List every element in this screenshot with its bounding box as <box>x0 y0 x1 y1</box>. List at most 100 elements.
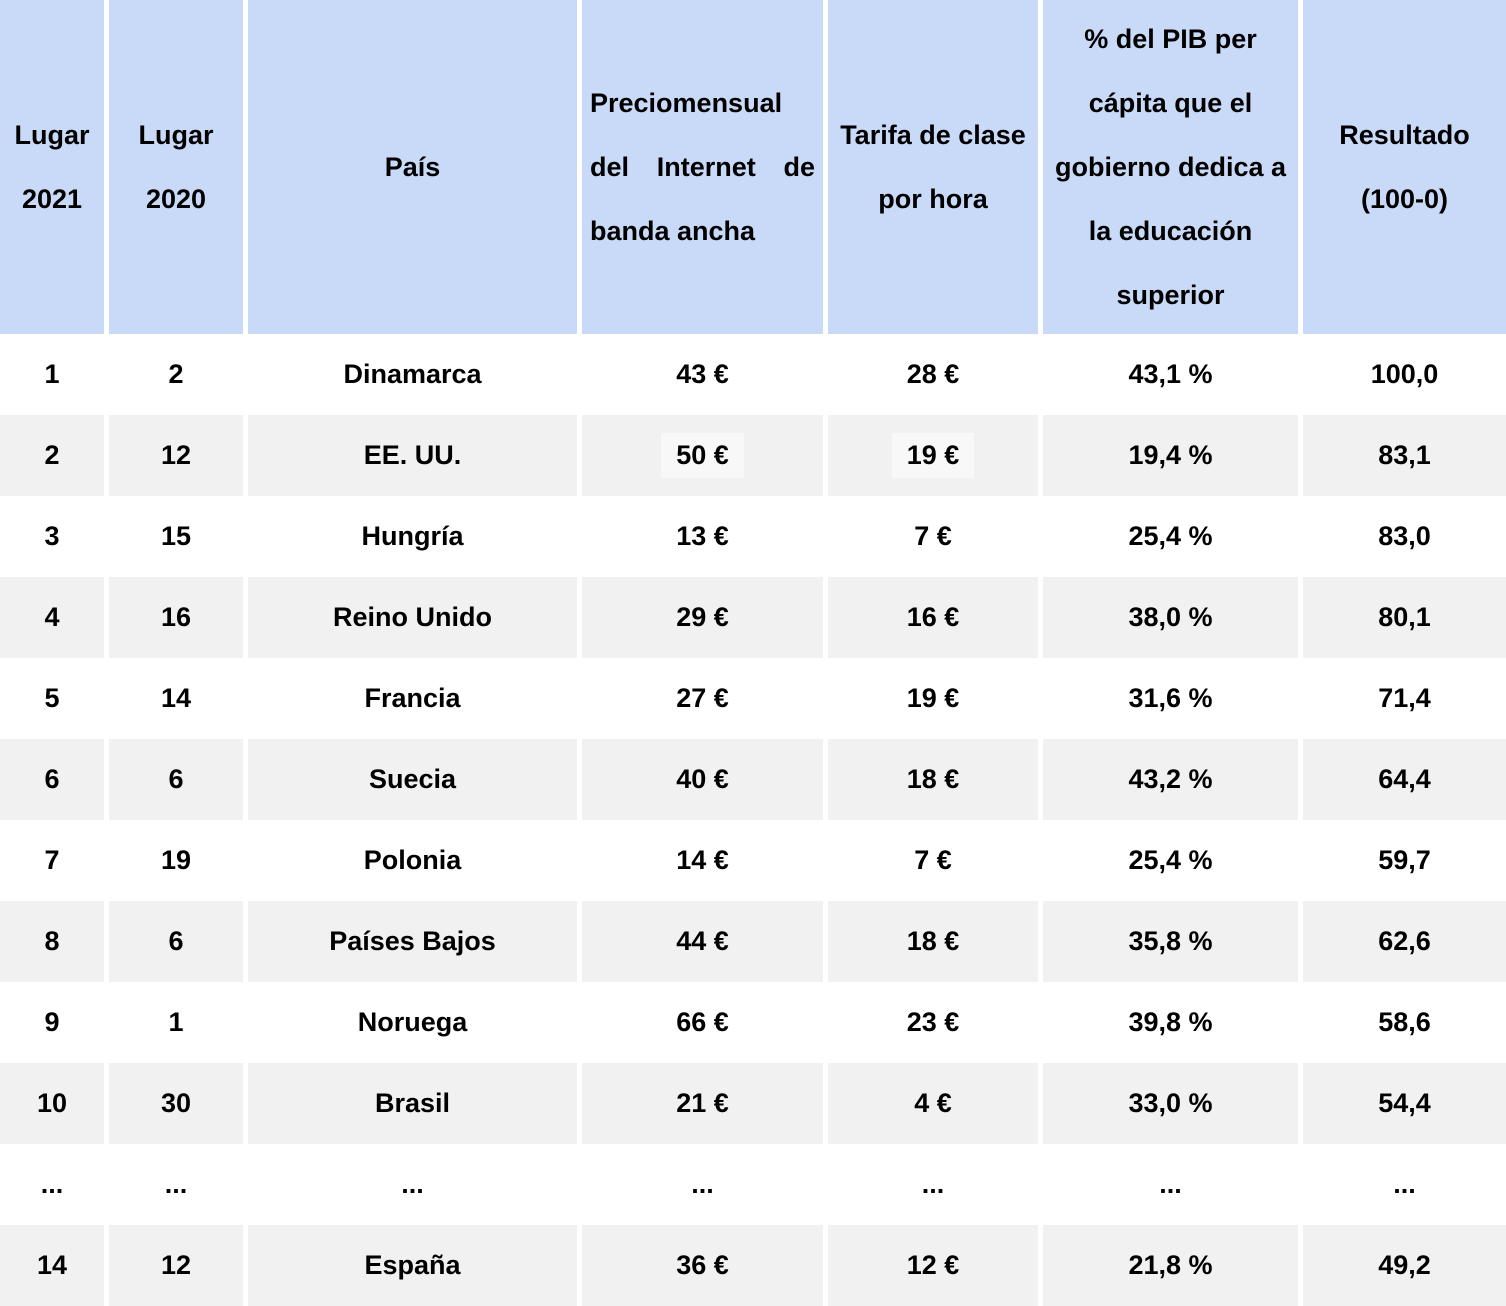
table-cell: 19,4 % <box>1043 415 1298 496</box>
table-cell: 14 <box>109 658 243 739</box>
column-header-precio-mensual: Preciomensual del Internet de banda anch… <box>582 0 823 334</box>
table-cell: 8 <box>0 901 104 982</box>
table-cell: 1 <box>0 334 104 415</box>
column-header-label: País <box>384 152 441 182</box>
table-cell: 7 <box>0 820 104 901</box>
table-cell: 31,6 % <box>1043 658 1298 739</box>
table-cell: 7 € <box>828 496 1038 577</box>
table-cell: 3 <box>0 496 104 577</box>
table-cell: Países Bajos <box>248 901 577 982</box>
table-cell: 5 <box>0 658 104 739</box>
table-cell-ellipsis: ... <box>109 1144 243 1225</box>
table-cell: 54,4 <box>1303 1063 1506 1144</box>
table-cell: 6 <box>0 739 104 820</box>
column-header-label-line: banda ancha <box>590 216 756 246</box>
table-cell: 6 <box>109 901 243 982</box>
table-cell: 71,4 <box>1303 658 1506 739</box>
table-cell: 19 € <box>828 658 1038 739</box>
table-cell: 80,1 <box>1303 577 1506 658</box>
table-cell: 30 <box>109 1063 243 1144</box>
table-cell: 100,0 <box>1303 334 1506 415</box>
table-cell: 40 € <box>582 739 823 820</box>
table-cell: 21,8 % <box>1043 1225 1298 1306</box>
table-cell: 43 € <box>582 334 823 415</box>
table-cell: 21 € <box>582 1063 823 1144</box>
column-header-label: % del PIB per cápita que el gobierno ded… <box>1054 24 1287 310</box>
table-cell-ellipsis: ... <box>1303 1144 1506 1225</box>
column-header-tarifa-clase: Tarifa de clase por hora <box>828 0 1038 334</box>
column-header-lugar-2020: Lugar 2020 <box>109 0 243 334</box>
table-cell: 50 € <box>582 415 823 496</box>
table-cell: 49,2 <box>1303 1225 1506 1306</box>
table-cell: Noruega <box>248 982 577 1063</box>
table-cell: 44 € <box>582 901 823 982</box>
table-cell-ellipsis: ... <box>828 1144 1038 1225</box>
table-cell: España <box>248 1225 577 1306</box>
table-cell: 9 <box>0 982 104 1063</box>
column-header-label: Lugar 2021 <box>14 120 90 214</box>
table-cell: 18 € <box>828 739 1038 820</box>
table-cell: 12 € <box>828 1225 1038 1306</box>
table-cell: 13 € <box>582 496 823 577</box>
table-cell: 12 <box>109 415 243 496</box>
table-cell: 43,2 % <box>1043 739 1298 820</box>
table-cell: 39,8 % <box>1043 982 1298 1063</box>
table-cell-ellipsis: ... <box>582 1144 823 1225</box>
table-cell: 28 € <box>828 334 1038 415</box>
table-cell-ellipsis: ... <box>248 1144 577 1225</box>
column-header-label: Resultado (100-0) <box>1339 120 1470 214</box>
table-cell: 64,4 <box>1303 739 1506 820</box>
table-cell: Francia <box>248 658 577 739</box>
table-cell: Dinamarca <box>248 334 577 415</box>
table-cell: 10 <box>0 1063 104 1144</box>
table-cell: Brasil <box>248 1063 577 1144</box>
table-cell: 59,7 <box>1303 820 1506 901</box>
table-cell: 66 € <box>582 982 823 1063</box>
table-cell: 23 € <box>828 982 1038 1063</box>
column-header-label-line: Preciomensual <box>590 88 783 118</box>
table-cell: 29 € <box>582 577 823 658</box>
column-header-resultado: Resultado (100-0) <box>1303 0 1506 334</box>
column-header-label-line: del Internet de <box>590 152 815 182</box>
column-header-pib-educacion: % del PIB per cápita que el gobierno ded… <box>1043 0 1298 334</box>
cell-value-highlighted: 19 € <box>891 433 975 478</box>
table-cell: 1 <box>109 982 243 1063</box>
table-cell: 2 <box>109 334 243 415</box>
column-header-lugar-2021: Lugar 2021 <box>0 0 104 334</box>
table-cell: 15 <box>109 496 243 577</box>
cell-value-highlighted: 50 € <box>661 433 744 478</box>
table-cell: 14 € <box>582 820 823 901</box>
column-header-pais: País <box>248 0 577 334</box>
column-header-label: Tarifa de clase por hora <box>840 120 1026 214</box>
table-cell: EE. UU. <box>248 415 577 496</box>
table-cell: 4 € <box>828 1063 1038 1144</box>
table-cell: 16 € <box>828 577 1038 658</box>
table-cell: 7 € <box>828 820 1038 901</box>
table-cell: 38,0 % <box>1043 577 1298 658</box>
table-cell: 6 <box>109 739 243 820</box>
table-cell: 35,8 % <box>1043 901 1298 982</box>
column-header-label: Lugar 2020 <box>138 120 214 214</box>
table-cell: 62,6 <box>1303 901 1506 982</box>
table-cell: 19 € <box>828 415 1038 496</box>
table-cell: 36 € <box>582 1225 823 1306</box>
table-cell: 16 <box>109 577 243 658</box>
table-cell: Suecia <box>248 739 577 820</box>
table-cell: Hungría <box>248 496 577 577</box>
table-cell: 27 € <box>582 658 823 739</box>
table-cell: 12 <box>109 1225 243 1306</box>
table-cell: 83,1 <box>1303 415 1506 496</box>
table-cell: 25,4 % <box>1043 496 1298 577</box>
table-cell: 43,1 % <box>1043 334 1298 415</box>
table-cell: 2 <box>0 415 104 496</box>
table-cell: 18 € <box>828 901 1038 982</box>
table-cell: 19 <box>109 820 243 901</box>
table-cell: 58,6 <box>1303 982 1506 1063</box>
table-cell: Reino Unido <box>248 577 577 658</box>
table-cell: 83,0 <box>1303 496 1506 577</box>
table-cell: 14 <box>0 1225 104 1306</box>
table-cell-ellipsis: ... <box>1043 1144 1298 1225</box>
table-cell: 33,0 % <box>1043 1063 1298 1144</box>
table-cell: Polonia <box>248 820 577 901</box>
